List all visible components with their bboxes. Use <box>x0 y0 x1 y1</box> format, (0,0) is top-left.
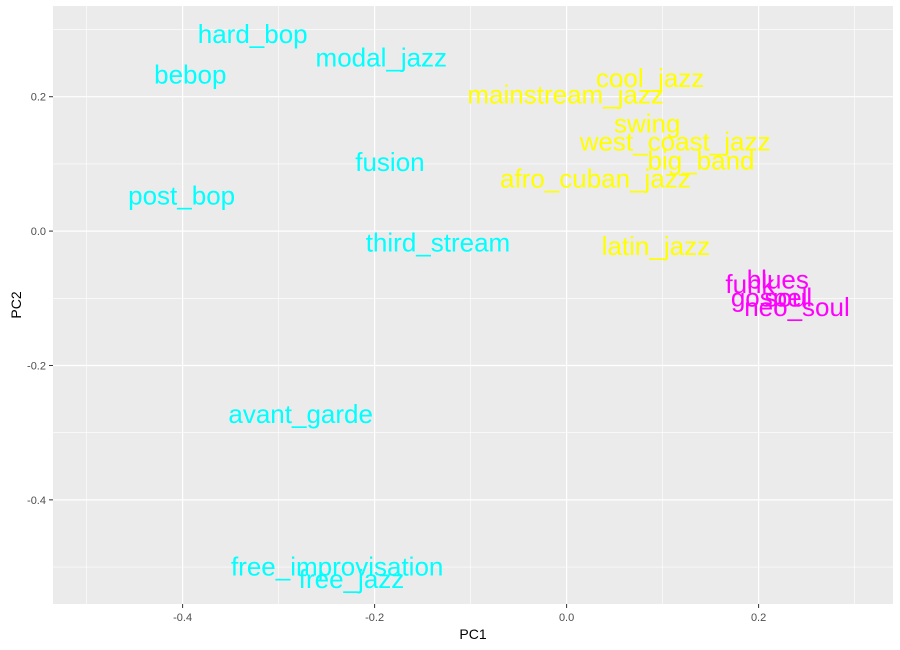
point-label-funk: funk <box>725 269 775 299</box>
point-label-gospel: gospel <box>731 283 808 313</box>
x-axis-title: PC1 <box>459 626 486 642</box>
point-label-mainstream-jazz: mainstream_jazz <box>467 80 664 110</box>
y-tick-label: -0.4 <box>27 495 46 507</box>
y-tick-label: -0.2 <box>27 360 46 372</box>
x-axis-ticks: -0.4 -0.2 0.0 0.2 <box>173 604 766 624</box>
point-label-cool-jazz: cool_jazz <box>596 63 704 93</box>
y-axis-title: PC2 <box>8 291 24 318</box>
y-tick-label: 0.2 <box>31 92 46 104</box>
minor-gridlines <box>53 6 893 604</box>
plot-panel <box>53 6 893 604</box>
point-label-post-bop: post_bop <box>128 180 235 210</box>
point-label-third-stream: third_stream <box>366 228 511 258</box>
point-label-free-jazz: free_jazz <box>299 564 405 594</box>
x-tick-label: 0.0 <box>559 612 574 624</box>
point-label-big-band: big_band <box>648 146 755 176</box>
point-label-afro-cuban-jazz: afro_cuban_jazz <box>500 164 691 194</box>
point-label-soul: soul <box>765 283 813 313</box>
point-label-swing: swing <box>614 109 680 139</box>
point-label-blues: blues <box>747 264 809 294</box>
major-gridlines <box>53 6 893 604</box>
x-tick-label: -0.4 <box>173 612 192 624</box>
point-label-fusion: fusion <box>355 147 424 177</box>
x-tick-label: -0.2 <box>365 612 384 624</box>
point-label-avant-garde: avant_garde <box>228 399 373 429</box>
point-label-neo-soul: neo_soul <box>744 292 850 322</box>
point-label-west-coast-jazz: west_coast_jazz <box>579 127 771 157</box>
y-axis-ticks: -0.4 -0.2 0.0 0.2 <box>27 92 53 507</box>
point-label-free-improvisation: free_improvisation <box>231 551 443 581</box>
point-label-bebop: bebop <box>154 60 226 90</box>
point-label-hard-bop: hard_bop <box>198 19 308 49</box>
x-tick-label: 0.2 <box>751 612 766 624</box>
point-label-latin-jazz: latin_jazz <box>602 231 710 261</box>
y-tick-label: 0.0 <box>31 226 46 238</box>
point-label-modal-jazz: modal_jazz <box>316 43 448 73</box>
